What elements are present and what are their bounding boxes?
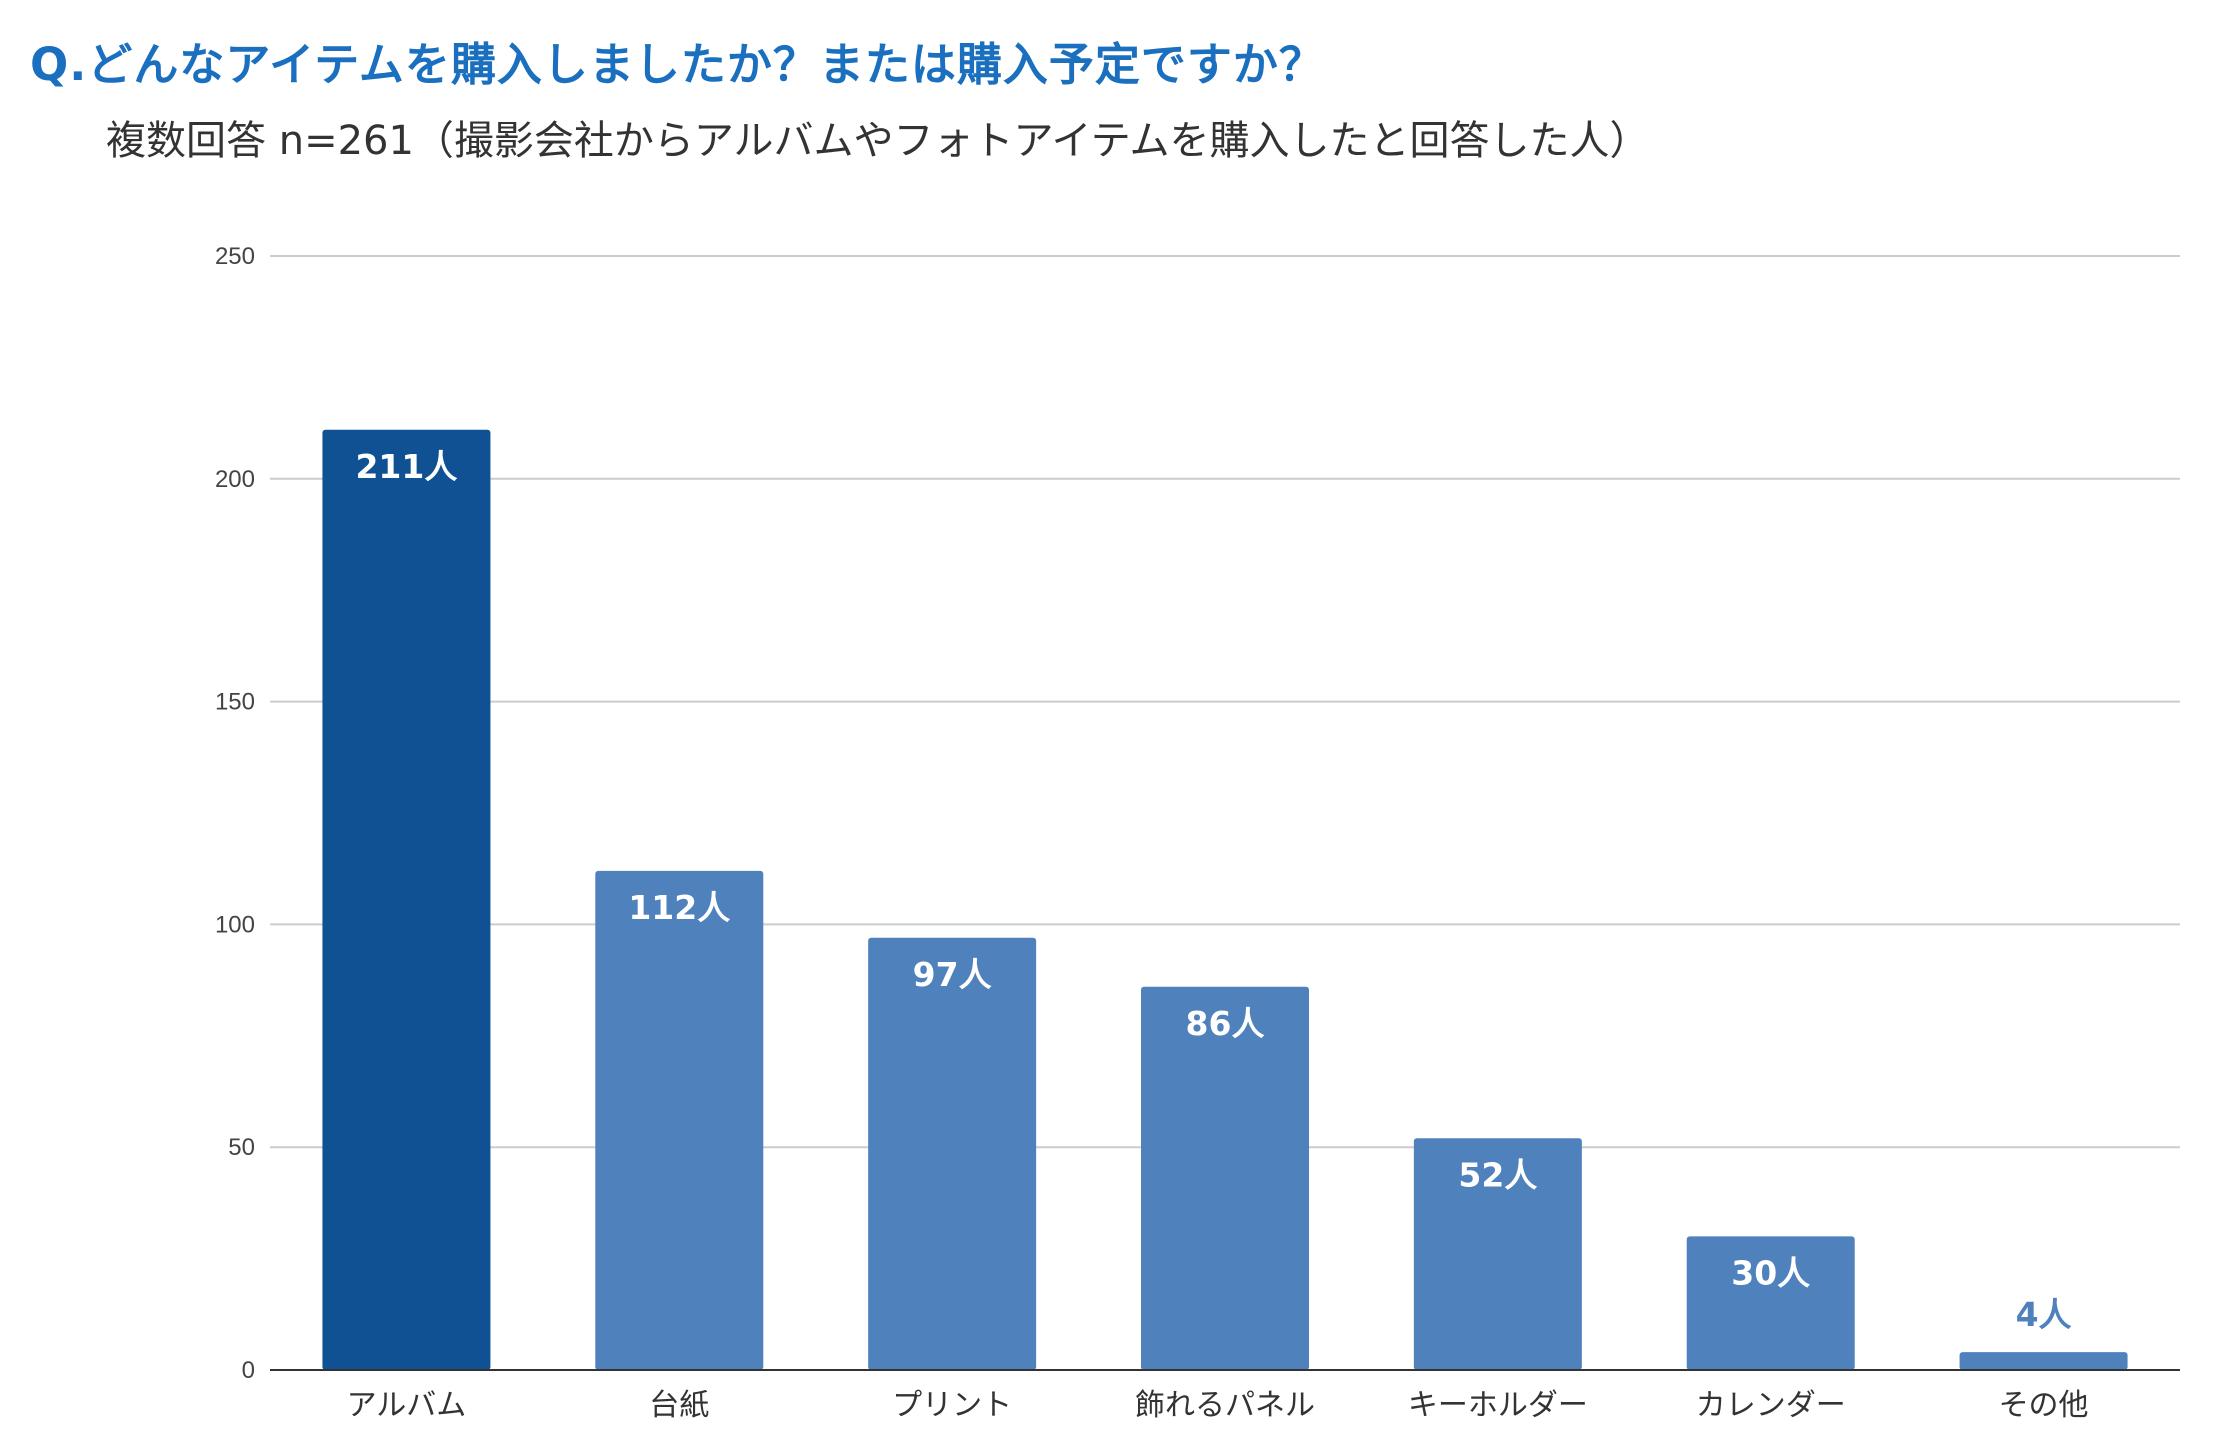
x-tick-label: アルバム <box>347 1388 467 1423</box>
bar <box>1686 1236 1855 1370</box>
data-labels: 211人 112人 97人 86人 52人 30人 4人 <box>355 447 2071 1334</box>
x-tick-label: カレンダー <box>1696 1388 1846 1423</box>
y-tick-label: 0 <box>242 1357 255 1384</box>
y-tick-label: 200 <box>215 466 255 493</box>
data-label: 52人 <box>1458 1155 1537 1194</box>
x-axis-labels: アルバム 台紙 プリント 飾れるパネル キーホルダー カレンダー その他 <box>347 1388 2089 1423</box>
bar <box>1141 986 1309 1370</box>
bar <box>868 937 1037 1370</box>
data-label: 4人 <box>2016 1295 2072 1334</box>
data-label: 30人 <box>1731 1253 1810 1292</box>
y-tick-label: 100 <box>215 911 255 938</box>
data-label: 211人 <box>355 447 457 486</box>
y-tick-label: 250 <box>215 243 255 270</box>
bars <box>322 429 2128 1370</box>
data-label: 86人 <box>1186 1004 1265 1043</box>
y-axis-ticks: 0 50 100 150 200 250 <box>215 243 255 1384</box>
x-tick-label: 台紙 <box>649 1388 709 1423</box>
x-tick-label: その他 <box>1999 1388 2089 1423</box>
bar <box>595 870 764 1370</box>
y-tick-label: 50 <box>228 1134 255 1161</box>
y-tick-label: 150 <box>215 689 255 716</box>
x-tick-label: 飾れるパネル <box>1135 1388 1315 1423</box>
bar <box>1959 1352 2128 1370</box>
x-tick-label: プリント <box>892 1388 1012 1423</box>
chart-subtitle: 複数回答 n=261（撮影会社からアルバムやフォトアイテムを購入したと回答した人… <box>106 118 1650 164</box>
data-label: 112人 <box>628 888 730 927</box>
x-tick-label: キーホルダー <box>1408 1388 1588 1423</box>
data-label: 97人 <box>913 955 992 994</box>
bar <box>1413 1138 1582 1370</box>
bar <box>322 429 491 1370</box>
chart-title: Q.どんなアイテムを購入しましたか？または購入予定ですか？ <box>30 38 1325 91</box>
